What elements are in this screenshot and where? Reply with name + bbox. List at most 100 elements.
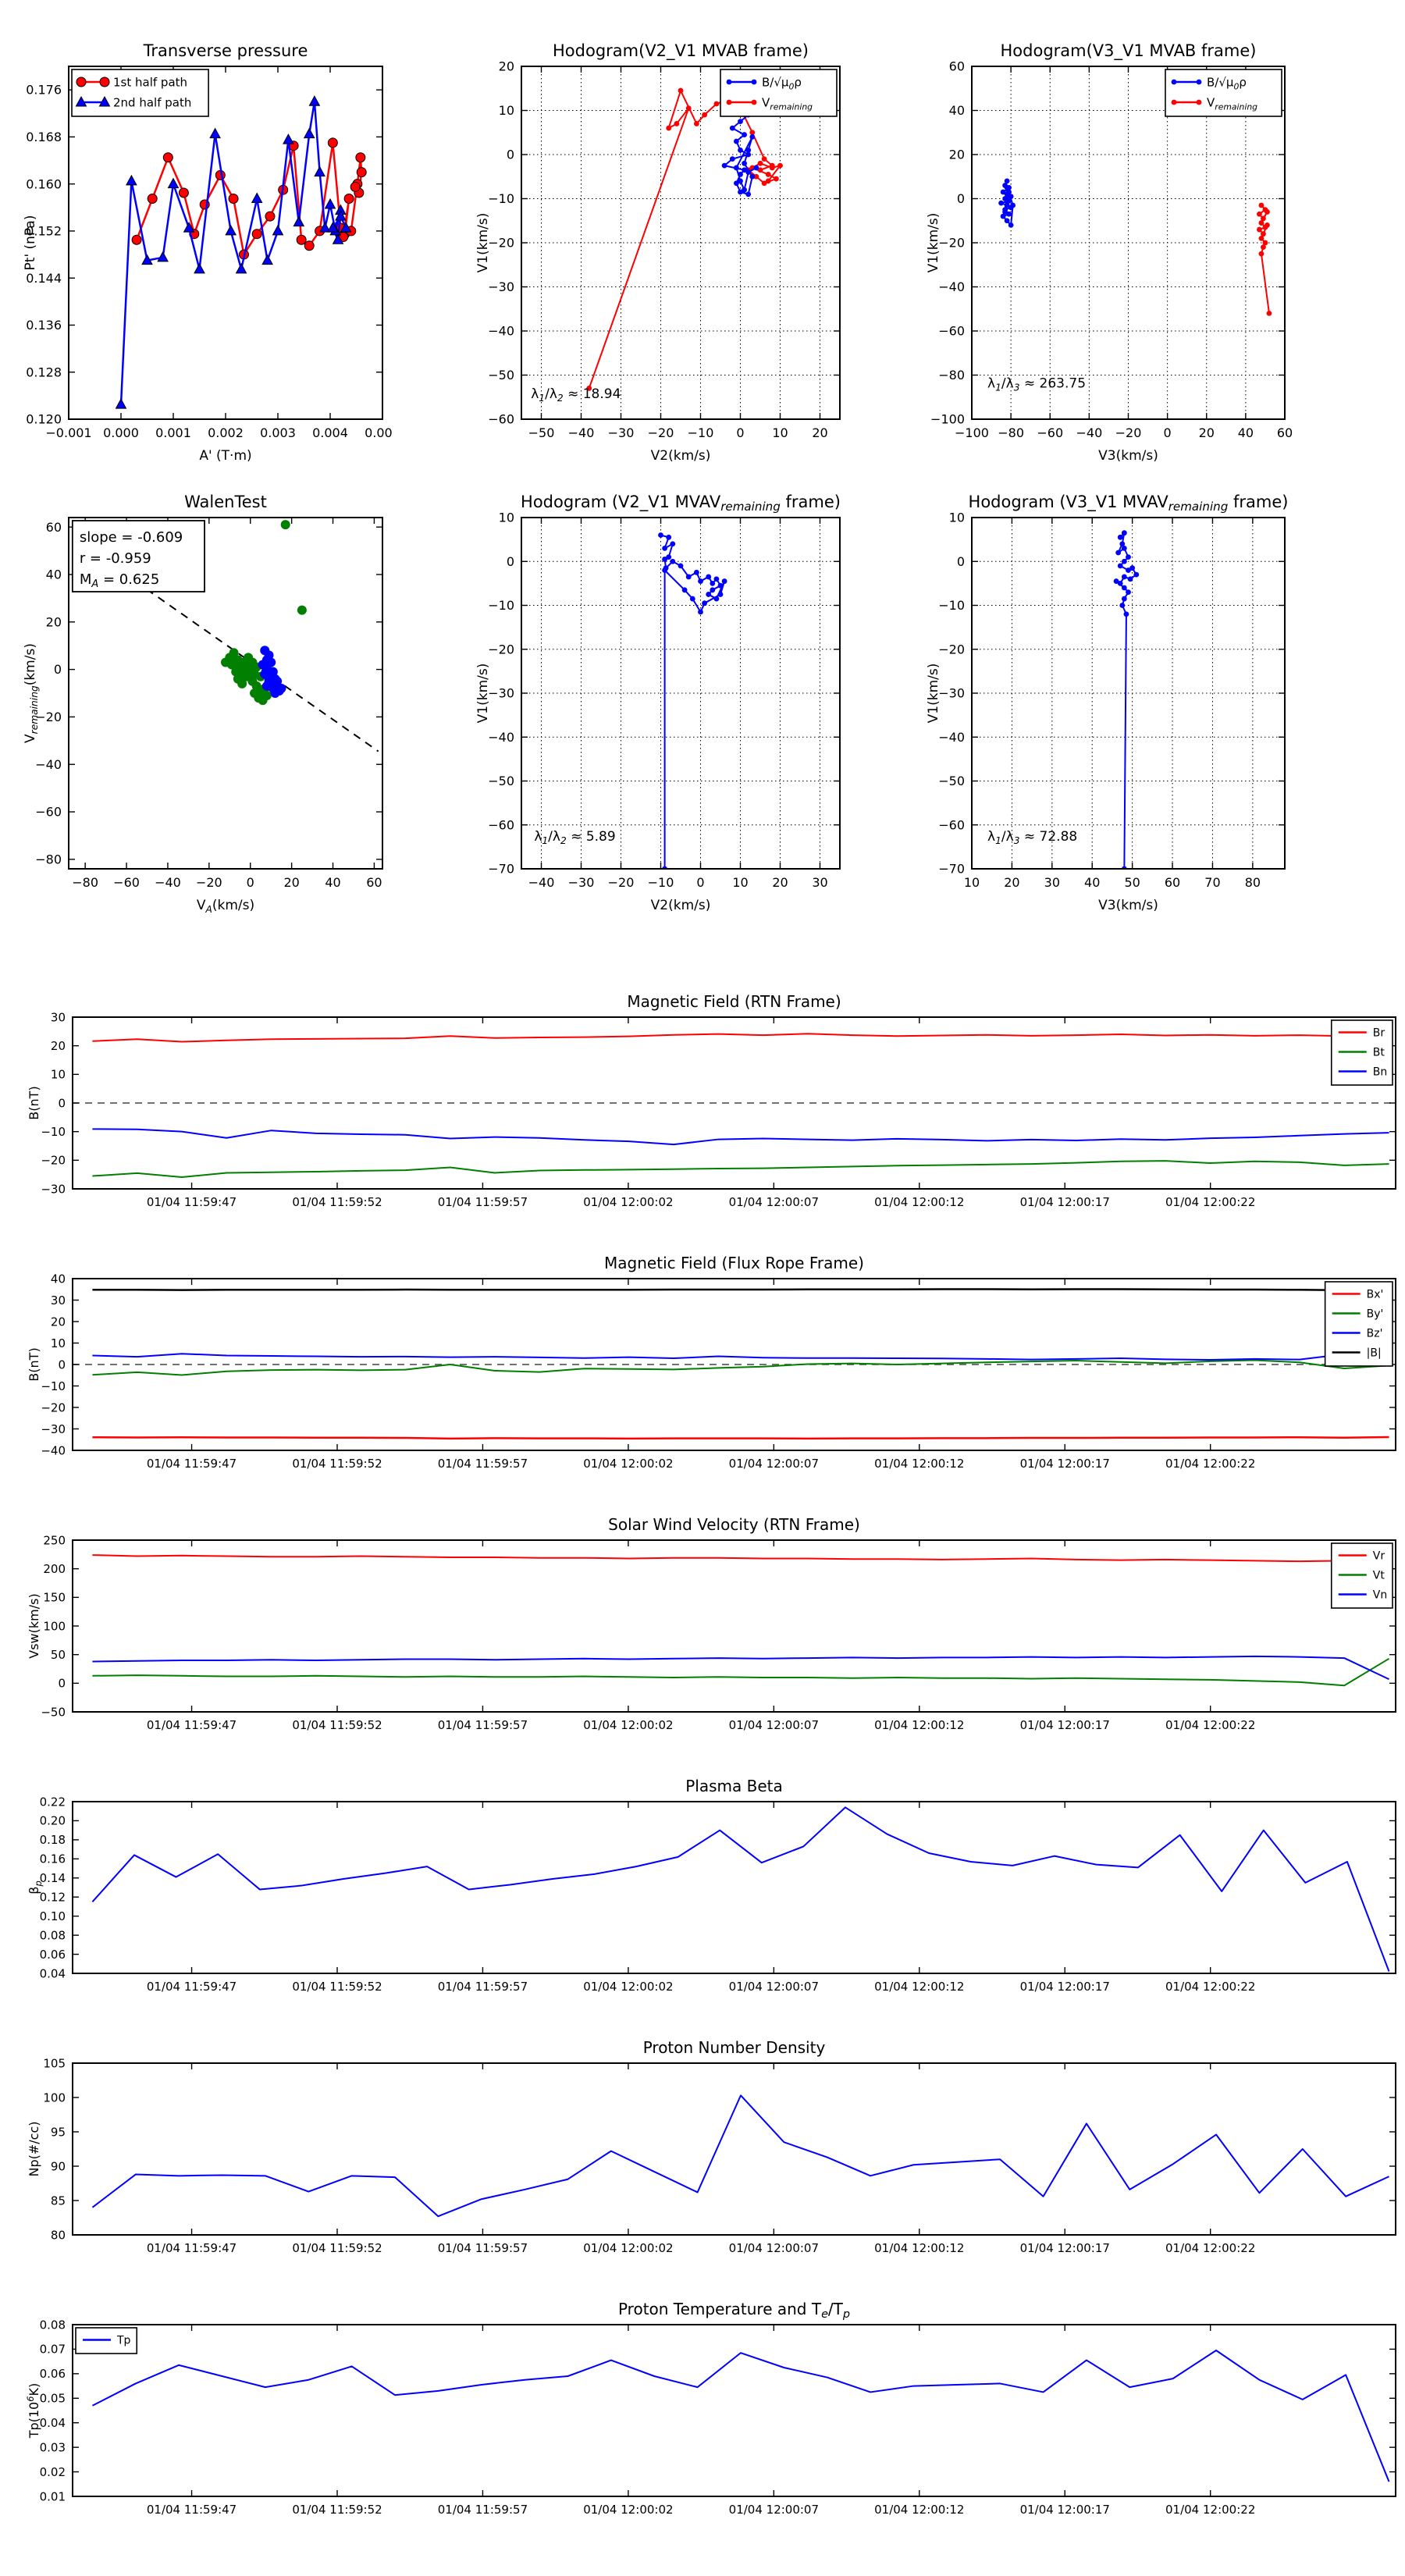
svg-text:01/04 11:59:57: 01/04 11:59:57 <box>438 1195 528 1209</box>
svg-text:0.04: 0.04 <box>40 1966 66 1980</box>
svg-text:B/√μ0ρ: B/√μ0ρ <box>762 75 802 91</box>
svg-text:01/04 12:00:07: 01/04 12:00:07 <box>729 1457 819 1471</box>
svg-text:V2(km/s): V2(km/s) <box>651 448 711 464</box>
svg-text:20: 20 <box>51 1039 66 1053</box>
svg-text:B(nT): B(nT) <box>27 1086 41 1119</box>
chart-hodogram-v3v1-mvab: −100 −80 −60 −40 −20 0 20 40 60 −100 −80 −60 −40 −20 0… <box>923 16 1294 467</box>
svg-text:Np(#/cc): Np(#/cc) <box>27 2122 41 2177</box>
svg-text:−60: −60 <box>1037 425 1063 440</box>
svg-text:01/04 12:00:17: 01/04 12:00:17 <box>1020 1980 1110 1994</box>
svg-text:30: 30 <box>51 1293 66 1308</box>
svg-text:0.08: 0.08 <box>40 1928 66 1942</box>
svg-text:10: 10 <box>732 875 748 890</box>
svg-text:10: 10 <box>51 1068 66 1082</box>
svg-text:60: 60 <box>46 520 62 535</box>
svg-text:0.002: 0.002 <box>208 425 244 440</box>
svg-text:0: 0 <box>957 191 965 206</box>
svg-text:−10: −10 <box>488 191 514 206</box>
svg-text:Vr: Vr <box>1373 1550 1385 1563</box>
svg-text:−50: −50 <box>41 1705 66 1719</box>
svg-text:V2(km/s): V2(km/s) <box>651 898 711 913</box>
svg-text:01/04 12:00:17: 01/04 12:00:17 <box>1020 1718 1110 1732</box>
svg-text:20: 20 <box>772 875 788 890</box>
svg-text:−30: −30 <box>488 279 514 294</box>
svg-text:0.07: 0.07 <box>40 2343 66 2357</box>
svg-text:01/04 12:00:12: 01/04 12:00:12 <box>874 1457 964 1471</box>
svg-text:−80: −80 <box>938 368 965 382</box>
svg-text:01/04 12:00:17: 01/04 12:00:17 <box>1020 1457 1110 1471</box>
svg-text:Bz': Bz' <box>1367 1328 1383 1340</box>
svg-text:|B|: |B| <box>1367 1347 1382 1360</box>
svg-text:−40: −40 <box>528 875 555 890</box>
svg-text:−40: −40 <box>41 1443 66 1457</box>
svg-text:−20: −20 <box>35 710 62 724</box>
svg-text:60: 60 <box>949 59 965 74</box>
svg-text:0.06: 0.06 <box>40 2367 66 2381</box>
svg-text:−50: −50 <box>938 774 965 788</box>
svg-text:0: 0 <box>58 1677 66 1691</box>
svg-text:01/04 11:59:47: 01/04 11:59:47 <box>147 1718 237 1732</box>
svg-text:01/04 11:59:47: 01/04 11:59:47 <box>147 2503 237 2517</box>
svg-text:−50: −50 <box>528 425 555 440</box>
svg-text:0.04: 0.04 <box>40 2416 66 2430</box>
svg-text:01/04 11:59:52: 01/04 11:59:52 <box>292 1195 382 1209</box>
svg-text:−10: −10 <box>648 875 674 890</box>
svg-text:01/04 11:59:57: 01/04 11:59:57 <box>438 1980 528 1994</box>
svg-text:01/04 12:00:07: 01/04 12:00:07 <box>729 1980 819 1994</box>
svg-text:01/04 12:00:12: 01/04 12:00:12 <box>874 1718 964 1732</box>
svg-text:0: 0 <box>247 875 254 890</box>
svg-text:−30: −30 <box>41 1422 66 1436</box>
svg-text:0.22: 0.22 <box>40 1795 66 1809</box>
svg-text:60: 60 <box>1277 425 1293 440</box>
svg-text:10: 10 <box>949 511 965 525</box>
svg-text:100: 100 <box>43 2090 66 2105</box>
svg-text:0.03: 0.03 <box>40 2440 66 2454</box>
svg-text:−10: −10 <box>938 598 965 613</box>
svg-text:01/04 11:59:57: 01/04 11:59:57 <box>438 2503 528 2517</box>
svg-text:10: 10 <box>964 875 980 890</box>
svg-text:01/04 11:59:47: 01/04 11:59:47 <box>147 2241 237 2255</box>
svg-text:0: 0 <box>58 1096 66 1110</box>
svg-text:Br: Br <box>1373 1027 1385 1040</box>
svg-text:0.144: 0.144 <box>26 271 62 286</box>
svg-text:−10: −10 <box>41 1125 66 1139</box>
svg-text:−60: −60 <box>488 412 514 427</box>
svg-text:01/04 12:00:17: 01/04 12:00:17 <box>1020 2241 1110 2255</box>
svg-text:−70: −70 <box>938 862 965 877</box>
svg-text:Hodogram (V2_V1 MVAVremaining: Hodogram (V2_V1 MVAVremaining frame) <box>521 493 841 514</box>
svg-text:50: 50 <box>51 1648 66 1662</box>
svg-text:Tp: Tp <box>116 2335 131 2347</box>
svg-text:01/04 11:59:57: 01/04 11:59:57 <box>438 1457 528 1471</box>
svg-text:Vremaining: Vremaining <box>1207 95 1257 112</box>
chart-plasma-beta: 01/04 11:59:47 01/04 11:59:52 01/04 11:59:… <box>24 1767 1403 2005</box>
svg-text:V1(km/s): V1(km/s) <box>475 664 491 724</box>
svg-text:0.08: 0.08 <box>40 2318 66 2332</box>
svg-text:Proton Temperature and Te/Tp: Proton Temperature and Te/Tp <box>618 2300 850 2321</box>
svg-text:λ1/λ3 ≈ 263.75: λ1/λ3 ≈ 263.75 <box>987 375 1086 393</box>
svg-text:01/04 12:00:02: 01/04 12:00:02 <box>583 1718 673 1732</box>
svg-text:−20: −20 <box>938 236 965 251</box>
chart-magnetic-field-flux-rope: 01/04 11:59:47 01/04 11:59:52 01/04 11:59:… <box>24 1244 1403 1482</box>
svg-text:20: 20 <box>499 59 514 74</box>
svg-text:V1(km/s): V1(km/s) <box>475 213 491 273</box>
svg-text:−40: −40 <box>155 875 181 890</box>
svg-text:λ1/λ2 ≈ 5.89: λ1/λ2 ≈ 5.89 <box>534 829 615 846</box>
svg-text:30: 30 <box>1044 875 1060 890</box>
svg-text:0.176: 0.176 <box>26 83 62 98</box>
svg-text:0.168: 0.168 <box>26 130 62 144</box>
svg-text:−70: −70 <box>488 862 514 877</box>
svg-text:0.160: 0.160 <box>26 176 62 191</box>
svg-text:01/04 12:00:22: 01/04 12:00:22 <box>1165 1457 1255 1471</box>
svg-text:01/04 12:00:02: 01/04 12:00:02 <box>583 2503 673 2517</box>
svg-text:40: 40 <box>1084 875 1100 890</box>
svg-text:−10: −10 <box>488 598 514 613</box>
svg-text:0.01: 0.01 <box>40 2489 66 2503</box>
svg-text:20: 20 <box>949 148 965 162</box>
svg-text:−60: −60 <box>35 805 62 820</box>
svg-text:Magnetic Field (RTN Frame): Magnetic Field (RTN Frame) <box>627 992 841 1011</box>
svg-text:01/04 12:00:07: 01/04 12:00:07 <box>729 1195 819 1209</box>
svg-text:0.06: 0.06 <box>40 1948 66 1962</box>
svg-text:0.136: 0.136 <box>26 318 62 333</box>
svg-text:0.05: 0.05 <box>40 2392 66 2406</box>
svg-text:01/04 12:00:02: 01/04 12:00:02 <box>583 1980 673 1994</box>
